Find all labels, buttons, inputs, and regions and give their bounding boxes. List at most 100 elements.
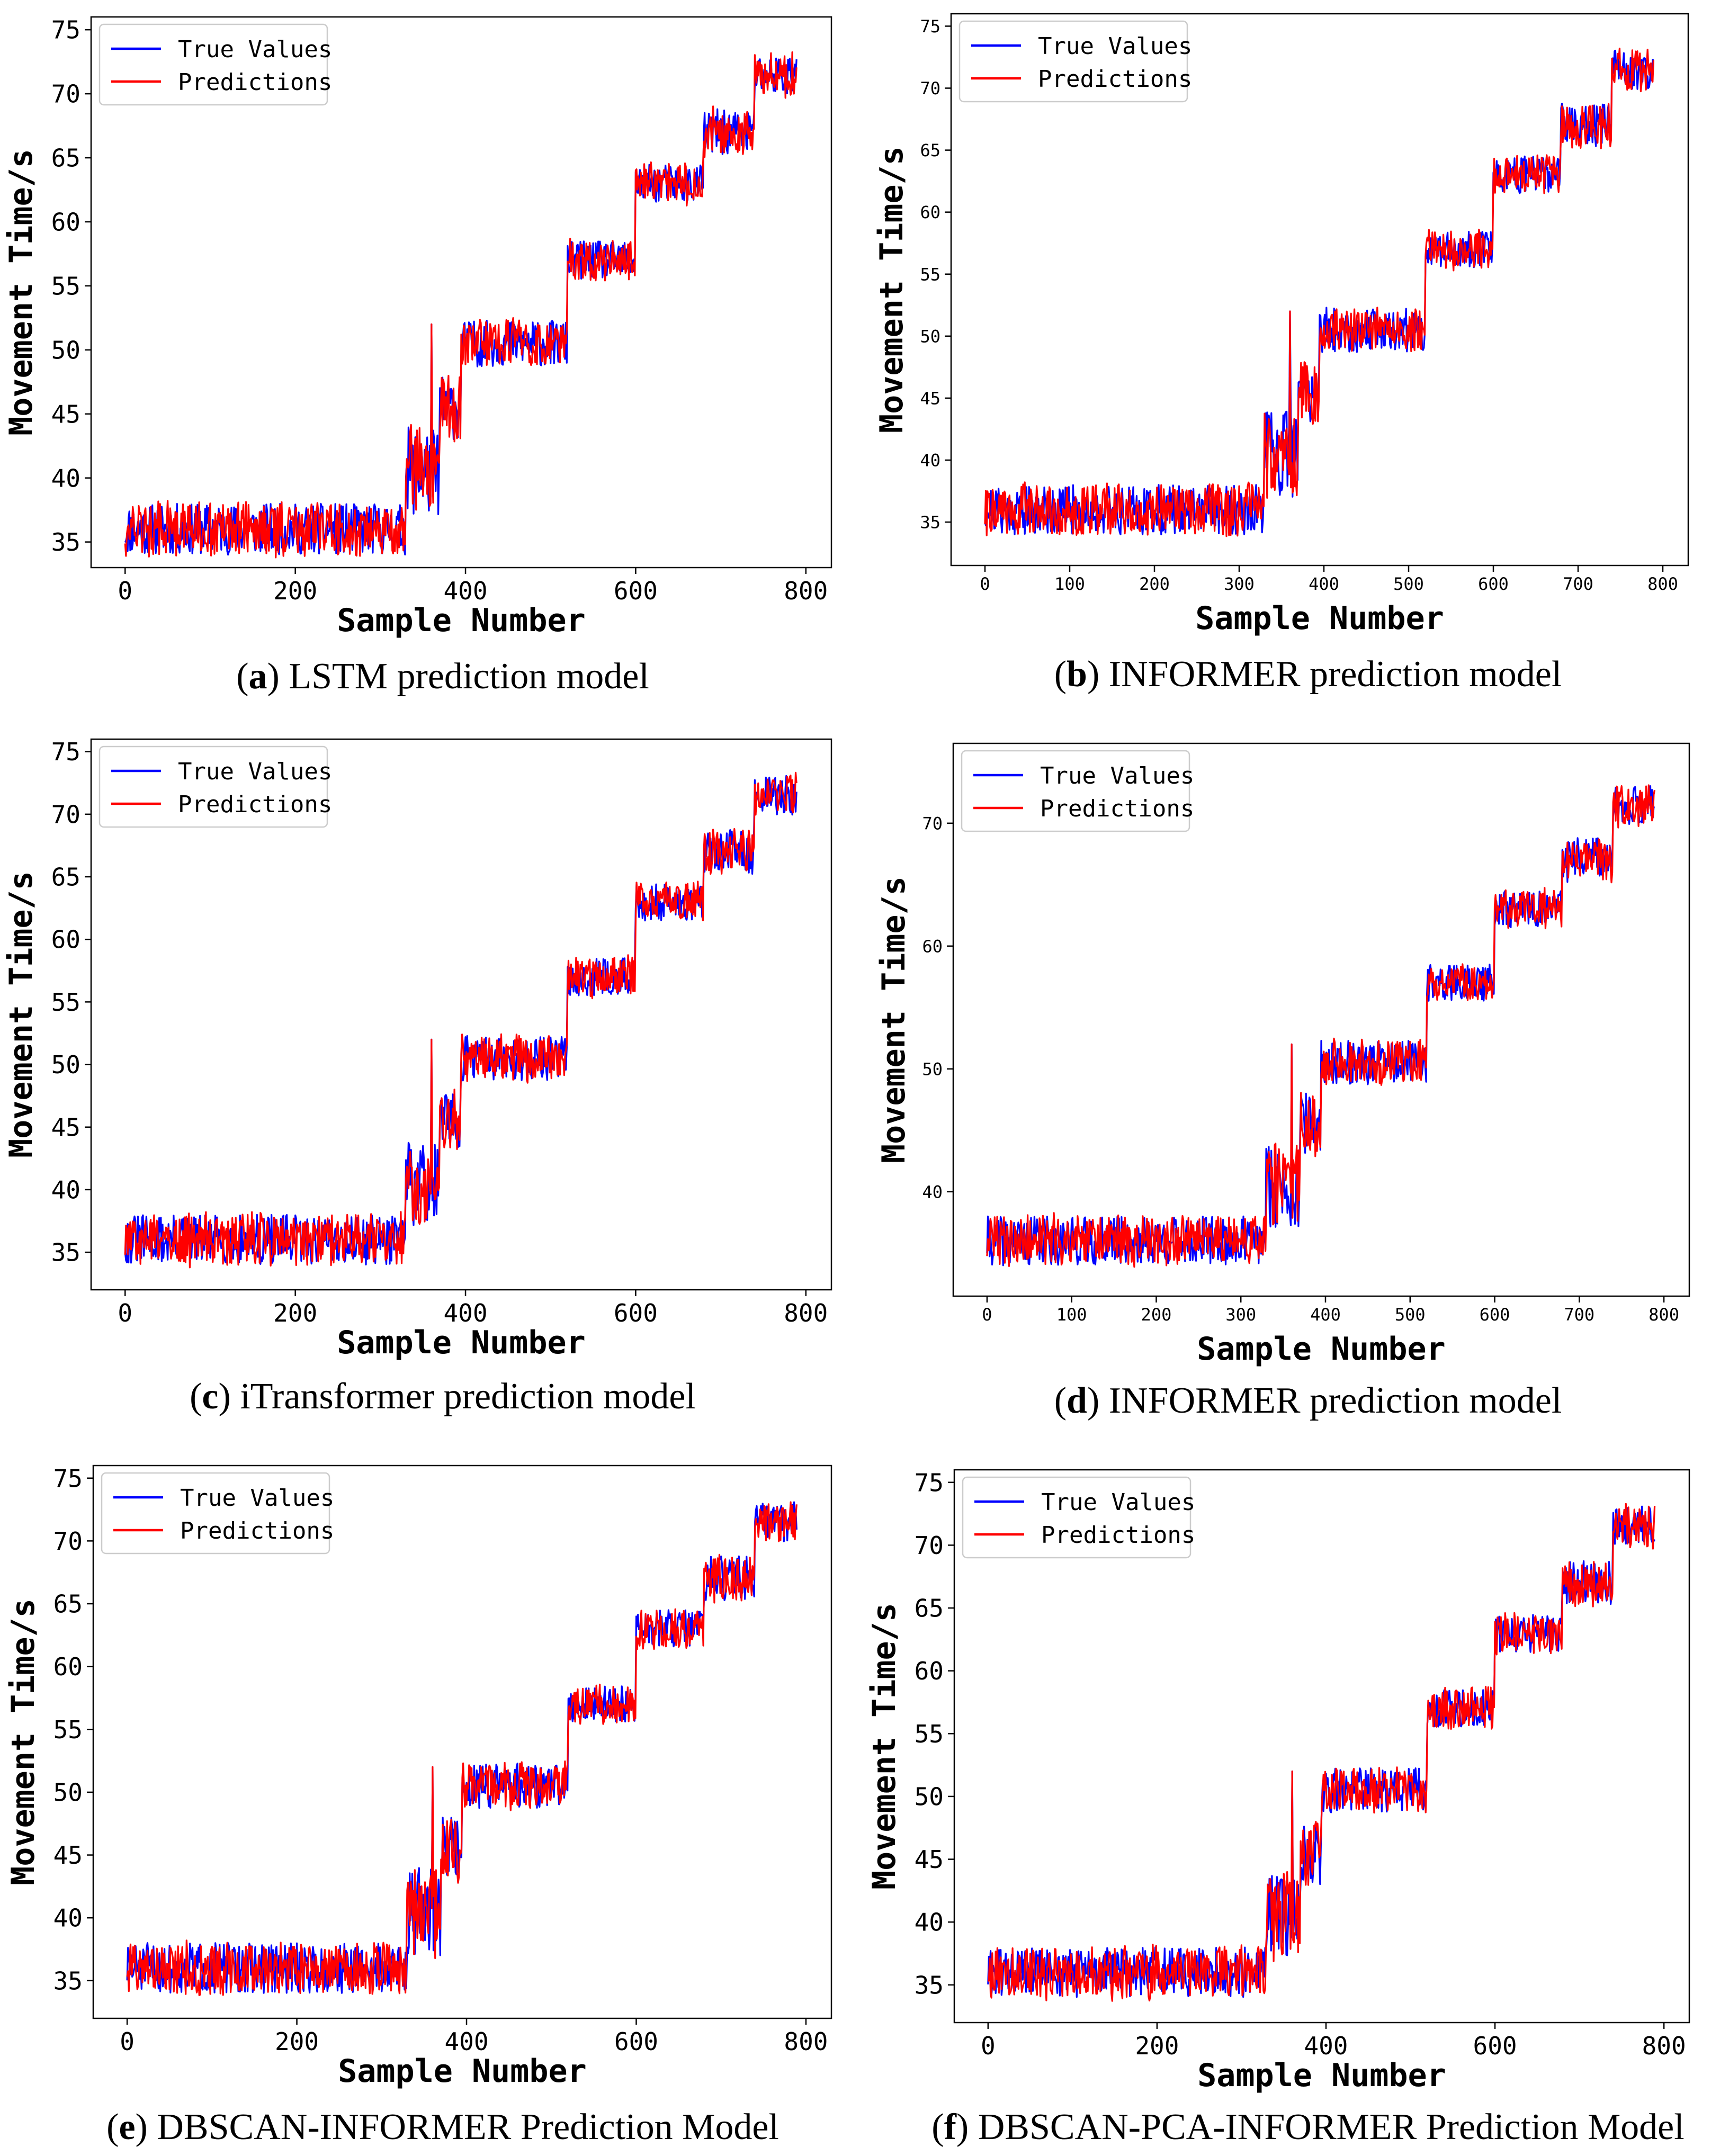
series-line-predictions (124, 51, 798, 559)
y-tick-label: 65 (915, 1594, 944, 1623)
x-tick-label: 800 (784, 577, 828, 605)
x-tick-label: 600 (1478, 574, 1509, 594)
legend-label-true-values: True Values (178, 36, 332, 63)
caption-text: LSTM prediction model (289, 656, 649, 697)
axes-frame (90, 738, 832, 1291)
caption-paren-open: ( (1054, 1380, 1067, 1421)
y-tick-label: 55 (51, 272, 80, 300)
x-tick-label: 200 (275, 2027, 319, 2056)
x-tick-label: 600 (1473, 2032, 1517, 2060)
x-tick-label: 400 (1304, 2032, 1348, 2060)
legend-box (101, 1472, 330, 1555)
axes-frame (92, 1465, 832, 2019)
y-tick-label: 75 (51, 16, 80, 44)
y-tick-label: 70 (915, 1531, 944, 1560)
figure-caption: (f) DBSCAN-PCA-INFORMER Prediction Model (931, 2107, 1684, 2148)
x-tick-label: 800 (1642, 2032, 1686, 2060)
legend-box (98, 23, 328, 106)
caption-letter: e (119, 2107, 135, 2148)
plot-area (986, 784, 1656, 1268)
x-tick-label: 200 (1139, 574, 1170, 594)
chart-panel-d: 0 100 200 300 400 500 600 700 800 40 50 60 70 Sample … (875, 742, 1690, 1421)
series-line-true-values (986, 785, 1655, 1266)
x-tick-label: 400 (444, 2027, 488, 2056)
x-tick-label: 500 (1393, 574, 1424, 594)
y-tick-label: 60 (51, 926, 80, 954)
x-tick-label: 200 (1141, 1305, 1172, 1325)
series-line-predictions (986, 784, 1656, 1268)
x-tick-label: 500 (1395, 1305, 1426, 1325)
caption-text: iTransformer prediction model (240, 1376, 696, 1417)
y-tick-label: 50 (915, 1782, 944, 1811)
caption-letter: c (202, 1376, 218, 1417)
x-tick-label: 400 (443, 577, 487, 605)
x-axis-label: Sample Number (337, 1324, 586, 1361)
axes-frame (952, 742, 1690, 1297)
x-tick-label: 200 (1135, 2032, 1179, 2060)
x-tick-label: 0 (120, 2027, 135, 2056)
x-tick-label: 0 (982, 1305, 992, 1325)
plot-area (124, 51, 798, 559)
x-tick-label: 600 (1480, 1305, 1510, 1325)
legend-box (958, 20, 1188, 103)
legend-label-predictions: Predictions (1038, 66, 1192, 93)
y-tick-label: 50 (51, 1050, 80, 1079)
y-tick-label: 45 (920, 388, 940, 408)
y-tick-label: 35 (51, 1238, 80, 1267)
caption-letter: b (1067, 654, 1087, 695)
x-tick-label: 0 (980, 574, 990, 594)
x-axis-label: Sample Number (337, 602, 586, 639)
y-tick-label: 40 (51, 464, 80, 492)
caption-paren-open: ( (190, 1376, 202, 1417)
legend-label-true-values: True Values (178, 758, 332, 785)
x-tick-label: 200 (273, 1299, 317, 1327)
axes-frame (90, 16, 832, 569)
legend-label-predictions: Predictions (180, 1517, 334, 1544)
y-tick-label: 45 (53, 1841, 83, 1870)
x-tick-label: 100 (1056, 1305, 1087, 1325)
y-tick-label: 75 (51, 738, 80, 766)
x-axis-label: Sample Number (1197, 1331, 1446, 1368)
series-line-predictions (984, 48, 1654, 537)
y-tick-label: 70 (53, 1527, 83, 1556)
y-tick-label: 35 (920, 513, 940, 533)
y-tick-label: 50 (920, 326, 940, 346)
x-axis-label: Sample Number (338, 2053, 587, 2090)
y-tick-label: 45 (51, 400, 80, 428)
legend-label-true-values: True Values (1040, 762, 1194, 789)
x-tick-label: 200 (273, 577, 317, 605)
y-tick-label: 45 (51, 1113, 80, 1142)
legend-label-predictions: Predictions (1040, 795, 1194, 822)
y-tick-label: 60 (915, 1657, 944, 1685)
y-tick-label: 60 (920, 202, 940, 222)
legend-label-predictions: Predictions (178, 791, 332, 818)
plot-area (987, 1503, 1656, 2002)
x-tick-label: 600 (614, 2027, 658, 2056)
chart-panel-f: 0 200 400 600 800 35 40 45 50 55 60 65 70 75 Sample Nu… (866, 1468, 1690, 2148)
caption-paren-close: ) (267, 656, 289, 697)
caption-paren-close: ) (956, 2107, 978, 2148)
plot-area (126, 1501, 798, 1997)
figure-caption: (b) INFORMER prediction model (1054, 654, 1562, 695)
y-tick-label: 70 (920, 78, 940, 98)
caption-paren-close: ) (219, 1376, 240, 1417)
x-tick-label: 0 (981, 2032, 996, 2060)
caption-paren-close: ) (1087, 654, 1109, 695)
caption-text: DBSCAN-INFORMER Prediction Model (157, 2107, 778, 2148)
y-tick-label: 40 (915, 1908, 944, 1937)
y-tick-label: 40 (922, 1182, 943, 1202)
series-line-true-values (126, 1501, 798, 1994)
caption-letter: d (1067, 1380, 1087, 1421)
chart-panel-e: 0 200 400 600 800 35 40 45 50 55 60 65 70 75 Sample Nu… (5, 1464, 832, 2148)
series-line-predictions (126, 1501, 798, 1997)
series-line-true-values (987, 1505, 1656, 1998)
y-tick-label: 60 (922, 936, 943, 956)
figure-caption: (a) LSTM prediction model (236, 656, 649, 697)
x-tick-label: 400 (443, 1299, 487, 1327)
y-tick-label: 60 (53, 1652, 83, 1681)
x-tick-label: 0 (118, 1299, 132, 1327)
caption-paren-close: ) (1087, 1380, 1109, 1421)
series-line-predictions (987, 1503, 1656, 2002)
legend-label-predictions: Predictions (178, 69, 332, 96)
